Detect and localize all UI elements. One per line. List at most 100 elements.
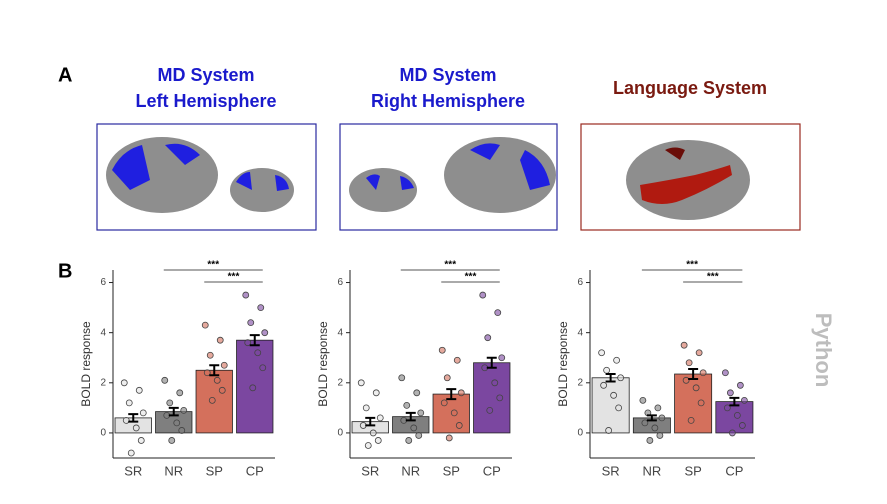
y-tick-label: 4 (100, 327, 106, 338)
data-point (600, 381, 608, 389)
data-point (374, 437, 382, 444)
data-point (680, 341, 688, 349)
image-title: MD System (399, 65, 496, 85)
data-point (486, 406, 494, 414)
image-title: Left Hemisphere (135, 91, 276, 111)
brain-image (106, 137, 294, 213)
data-point (605, 427, 613, 434)
bar (591, 377, 630, 434)
brain-image (626, 140, 750, 220)
y-tick-label: 6 (577, 277, 583, 288)
side-label: Python (811, 313, 836, 388)
data-point (617, 374, 625, 382)
significance-label: *** (207, 260, 219, 271)
image-title: Language System (613, 78, 767, 98)
data-point (498, 354, 506, 362)
data-point (362, 404, 370, 412)
data-point (398, 374, 406, 382)
data-point (733, 411, 741, 419)
data-point (692, 384, 700, 392)
error-bar (249, 334, 260, 347)
data-point (125, 399, 133, 407)
data-point (728, 429, 736, 437)
x-tick-label: NR (642, 463, 661, 478)
data-point (410, 424, 418, 432)
data-point (168, 437, 176, 444)
data-point (738, 422, 746, 429)
y-tick-label: 2 (577, 377, 583, 388)
y-axis-label: BOLD response (316, 321, 330, 407)
error-bar (688, 368, 699, 381)
panel-label: B (58, 260, 72, 282)
panel-label: A (58, 64, 72, 86)
data-point (736, 381, 744, 389)
data-point (257, 304, 265, 312)
data-point (440, 399, 448, 407)
data-point (695, 349, 703, 357)
data-point (639, 396, 647, 404)
significance-label: *** (444, 260, 456, 271)
x-tick-label: SP (443, 463, 460, 478)
data-point (405, 437, 413, 444)
data-point (438, 346, 446, 354)
significance-label: *** (465, 272, 477, 283)
x-tick-label: CP (483, 463, 501, 478)
data-point (417, 409, 425, 417)
error-bar (729, 396, 740, 407)
image-box (96, 123, 317, 231)
data-point (208, 396, 216, 404)
data-point (244, 339, 252, 347)
data-point (615, 404, 623, 412)
x-tick-label: CP (246, 463, 264, 478)
data-point (242, 291, 250, 299)
data-point (646, 437, 654, 444)
data-point (721, 369, 729, 377)
data-point (259, 364, 267, 372)
x-tick-label: SR (361, 463, 379, 478)
data-point (656, 432, 664, 439)
data-point (654, 404, 662, 412)
bar (674, 373, 713, 434)
data-point (641, 419, 649, 427)
data-point (173, 419, 181, 427)
data-point (218, 386, 226, 394)
error-bar (209, 364, 220, 377)
error-bar (128, 413, 139, 423)
image-box (339, 123, 558, 231)
data-point (249, 384, 257, 392)
significance-label: *** (707, 272, 719, 283)
data-point (213, 376, 221, 384)
x-tick-label: SP (206, 463, 223, 478)
data-point (120, 379, 128, 387)
data-point (261, 329, 269, 337)
data-point (443, 374, 451, 382)
error-bar (605, 373, 616, 383)
data-point (723, 404, 731, 412)
data-point (176, 389, 184, 397)
y-tick-label: 6 (337, 277, 343, 288)
data-point (726, 389, 734, 397)
data-point (445, 434, 453, 442)
data-point (364, 442, 372, 449)
data-point (201, 321, 209, 329)
data-point (658, 414, 666, 422)
data-point (479, 291, 487, 299)
data-point (685, 359, 693, 367)
data-point (178, 427, 186, 434)
brain-image (349, 137, 556, 213)
data-point (220, 361, 228, 369)
data-point (127, 449, 135, 457)
data-point (166, 399, 174, 407)
data-point (613, 356, 621, 364)
image-title: MD System (157, 65, 254, 85)
y-tick-label: 0 (337, 428, 343, 439)
data-point (598, 349, 606, 357)
y-tick-label: 0 (100, 428, 106, 439)
data-point (357, 379, 365, 387)
bar (473, 362, 511, 434)
data-point (161, 376, 169, 384)
data-point (494, 309, 502, 317)
data-point (687, 416, 695, 424)
y-tick-label: 6 (100, 277, 106, 288)
